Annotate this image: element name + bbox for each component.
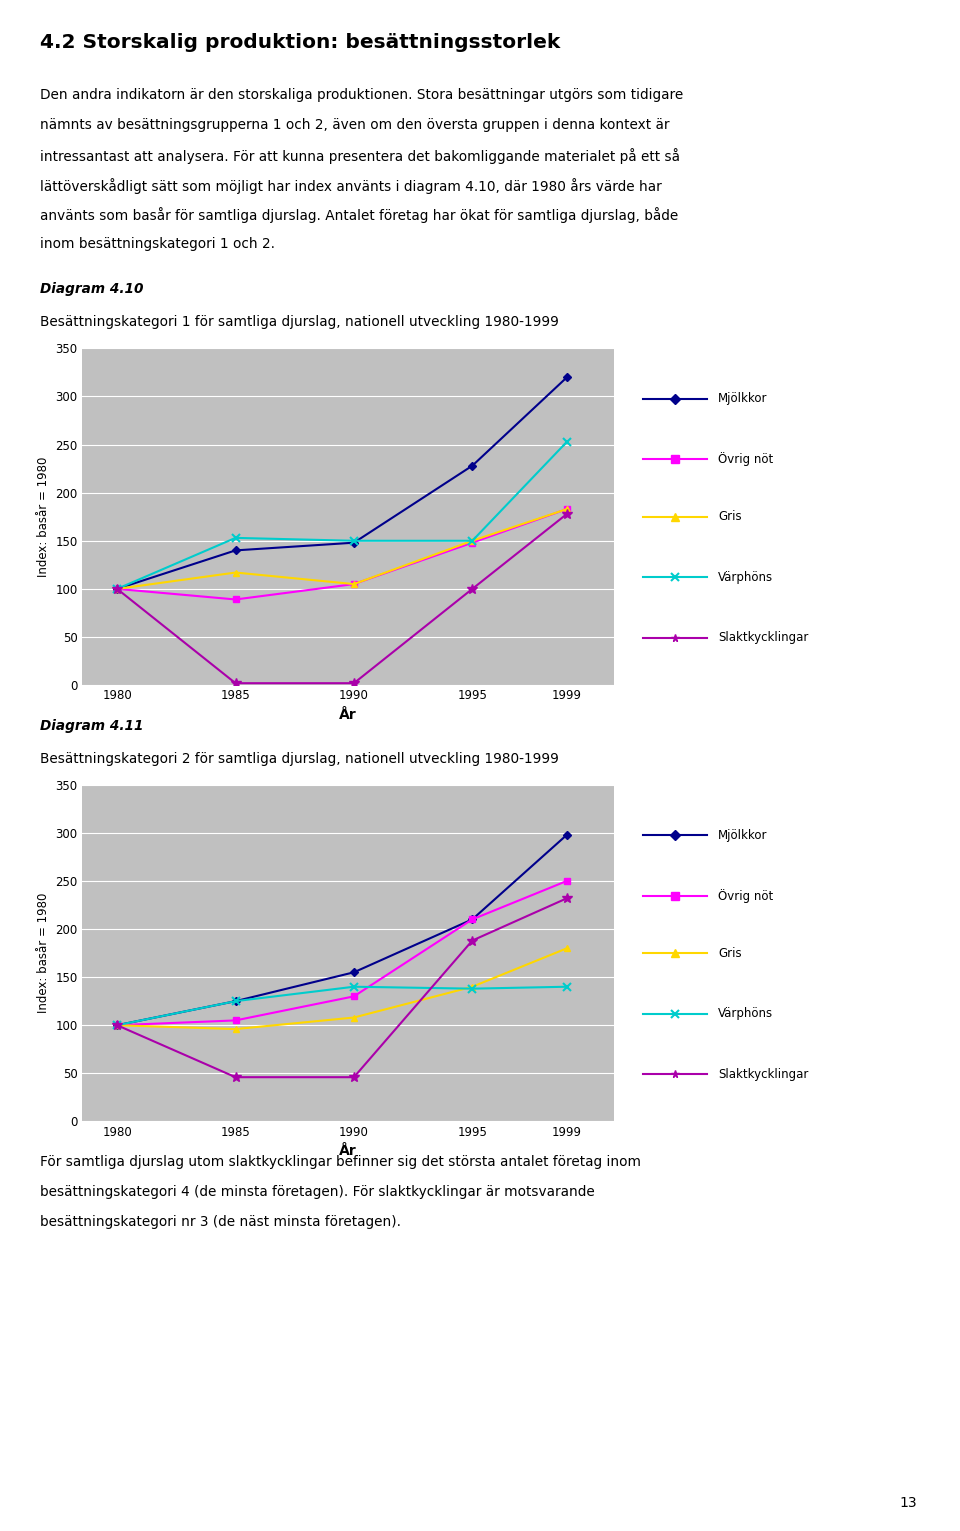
Text: Gris: Gris (718, 946, 742, 960)
X-axis label: År: År (339, 707, 357, 721)
Text: Besättningskategori 1 för samtliga djurslag, nationell utveckling 1980-1999: Besättningskategori 1 för samtliga djurs… (40, 315, 559, 329)
Text: Besättningskategori 2 för samtliga djurslag, nationell utveckling 1980-1999: Besättningskategori 2 för samtliga djurs… (40, 752, 559, 766)
Text: Diagram 4.10: Diagram 4.10 (40, 282, 144, 297)
Text: 13: 13 (900, 1496, 917, 1510)
Text: nämnts av besättningsgrupperna 1 och 2, även om den översta gruppen i denna kont: nämnts av besättningsgrupperna 1 och 2, … (40, 118, 670, 132)
Text: Övrig nöt: Övrig nöt (718, 890, 774, 903)
Y-axis label: Index: basår = 1980: Index: basår = 1980 (36, 893, 50, 1014)
Text: Mjölkkor: Mjölkkor (718, 828, 768, 842)
Text: Värphöns: Värphöns (718, 1007, 773, 1020)
Text: Värphöns: Värphöns (718, 571, 773, 583)
Text: För samtliga djurslag utom slaktkycklingar befinner sig det största antalet före: För samtliga djurslag utom slaktkyckling… (40, 1154, 641, 1170)
Text: lättöverskådligt sätt som möjligt har index använts i diagram 4.10, där 1980 års: lättöverskådligt sätt som möjligt har in… (40, 178, 662, 193)
Text: 4.2 Storskalig produktion: besättningsstorlek: 4.2 Storskalig produktion: besättningsst… (40, 32, 561, 52)
Text: besättningskategori nr 3 (de näst minsta företagen).: besättningskategori nr 3 (de näst minsta… (40, 1214, 401, 1229)
Text: Den andra indikatorn är den storskaliga produktionen. Stora besättningar utgörs : Den andra indikatorn är den storskaliga … (40, 87, 684, 103)
Text: Gris: Gris (718, 510, 742, 524)
Text: Slaktkycklingar: Slaktkycklingar (718, 1067, 808, 1081)
X-axis label: År: År (339, 1144, 357, 1157)
Text: Slaktkycklingar: Slaktkycklingar (718, 631, 808, 645)
Text: Diagram 4.11: Diagram 4.11 (40, 718, 144, 733)
Text: inom besättningskategori 1 och 2.: inom besättningskategori 1 och 2. (40, 237, 276, 251)
Text: besättningskategori 4 (de minsta företagen). För slaktkycklingar är motsvarande: besättningskategori 4 (de minsta företag… (40, 1185, 595, 1199)
Text: intressantast att analysera. För att kunna presentera det bakomliggande material: intressantast att analysera. För att kun… (40, 149, 681, 164)
Text: Övrig nöt: Övrig nöt (718, 453, 774, 467)
Text: använts som basår för samtliga djurslag. Antalet företag har ökat för samtliga d: använts som basår för samtliga djurslag.… (40, 207, 679, 224)
Text: Mjölkkor: Mjölkkor (718, 392, 768, 406)
Y-axis label: Index: basår = 1980: Index: basår = 1980 (36, 456, 50, 577)
